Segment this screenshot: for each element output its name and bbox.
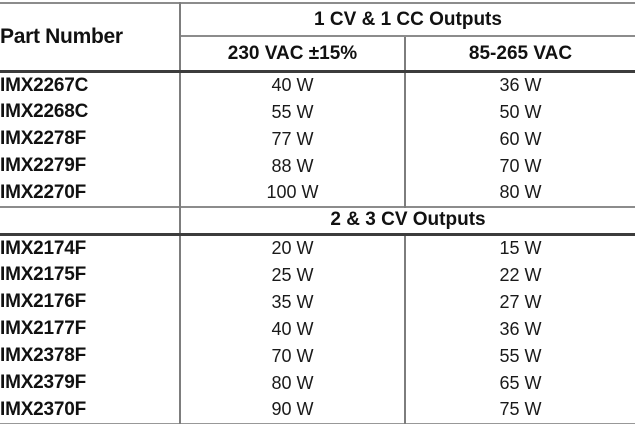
part-number-cell: IMX2175F (0, 261, 181, 289)
table-row: IMX2268C 55 W 50 W (0, 98, 635, 126)
part-number-cell: IMX2177F (0, 315, 181, 343)
table-row: IMX2175F 25 W 22 W (0, 261, 635, 289)
table-row: IMX2370F 90 W 75 W (0, 396, 635, 424)
watt-85-cell: 60 W (499, 128, 542, 149)
part-number-cell: IMX2370F (0, 396, 181, 424)
part-number-cell: IMX2268C (0, 98, 181, 126)
section2-header-row: 2 & 3 CV Outputs (0, 205, 635, 236)
watt-85-cell: 22 W (499, 264, 542, 285)
watt-85-cell: 36 W (499, 75, 542, 96)
table-row: IMX2378F 70 W 55 W (0, 342, 635, 370)
part-number-cell: IMX2279F (0, 152, 181, 180)
part-number-cell: IMX2267C (0, 71, 181, 99)
group-header-row: Part Number 1 CV & 1 CC Outputs (0, 2, 635, 73)
watt-85-cell: 27 W (499, 291, 542, 312)
watt-230-cell: 70 W (180, 342, 406, 370)
part-number-cell: IMX2278F (0, 125, 181, 153)
part-number-cell: IMX2176F (0, 288, 181, 316)
watt-85-cell: 80 W (499, 182, 542, 202)
watt-230-cell: 88 W (180, 152, 406, 180)
section1-title: 1 CV & 1 CC Outputs (180, 2, 635, 37)
watt-85-cell: 70 W (499, 155, 542, 176)
section2-title: 2 & 3 CV Outputs (180, 205, 635, 236)
table-row: IMX2379F 80 W 65 W (0, 369, 635, 397)
sub-header-row: 230 VAC ±15% 85-265 VAC (0, 36, 635, 73)
watt-230-cell: 90 W (180, 396, 406, 424)
power-spec-table: Part Number 1 CV & 1 CC Outputs 230 VAC … (0, 2, 635, 424)
section2-empty-stub (0, 205, 181, 236)
watt-85-cell: 36 W (499, 318, 542, 339)
watt-230-cell: 100 W (180, 179, 406, 207)
watt-230-cell: 77 W (180, 125, 406, 153)
watt-85-cell: 75 W (405, 396, 635, 424)
watt-230-cell: 40 W (180, 315, 406, 343)
watt-230-cell: 40 W (180, 71, 406, 99)
part-number-cell: IMX2378F (0, 342, 181, 370)
watt-230-cell: 55 W (180, 98, 406, 126)
part-number-cell: IMX2379F (0, 369, 181, 397)
table-row: IMX2267C 40 W 36 W (0, 71, 635, 99)
table-row: IMX2176F 35 W 27 W (0, 288, 635, 316)
col-header-85-265vac: 85-265 VAC (405, 36, 635, 73)
table-row: IMX2177F 40 W 36 W (0, 315, 635, 343)
watt-85-cell: 15 W (499, 238, 542, 259)
watt-85-cell: 55 W (499, 345, 542, 366)
watt-85-cell: 65 W (499, 372, 542, 393)
watt-85-cell: 50 W (499, 101, 542, 122)
watt-230-cell: 35 W (180, 288, 406, 316)
part-number-cell: IMX2270F (0, 179, 181, 207)
watt-230-cell: 25 W (180, 261, 406, 289)
table-row: IMX2279F 88 W 70 W (0, 152, 635, 180)
part-number-header: Part Number (0, 2, 181, 73)
watt-230-cell: 80 W (180, 369, 406, 397)
watt-230-cell: 20 W (180, 234, 406, 262)
table-row: IMX2270F 100 W 80 W (0, 179, 635, 207)
table-row: IMX2174F 20 W 15 W (0, 234, 635, 262)
table-row: IMX2278F 77 W 60 W (0, 125, 635, 153)
col-header-230vac: 230 VAC ±15% (180, 36, 406, 73)
part-number-cell: IMX2174F (0, 234, 181, 262)
